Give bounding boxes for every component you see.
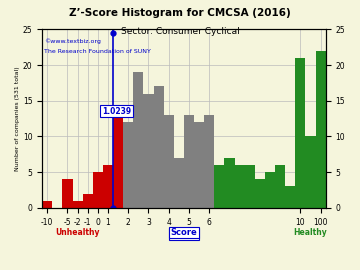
Bar [174, 158, 184, 208]
Text: Sector: Consumer Cyclical: Sector: Consumer Cyclical [121, 27, 239, 36]
Bar [153, 86, 164, 208]
Bar [255, 179, 265, 208]
Bar [285, 187, 295, 208]
Bar [234, 165, 245, 208]
Bar [164, 115, 174, 208]
Bar [265, 172, 275, 208]
Bar [133, 72, 143, 208]
Bar [83, 194, 93, 208]
X-axis label: Score: Score [171, 230, 197, 238]
Bar [194, 122, 204, 208]
Text: Healthy: Healthy [294, 228, 327, 237]
Bar [295, 58, 305, 208]
Bar [315, 51, 326, 208]
Bar [214, 165, 224, 208]
Bar [184, 115, 194, 208]
Bar [305, 136, 315, 208]
Text: Score: Score [171, 228, 197, 237]
Text: The Research Foundation of SUNY: The Research Foundation of SUNY [44, 49, 151, 54]
Bar [204, 115, 214, 208]
Bar [224, 158, 234, 208]
Bar [93, 172, 103, 208]
Bar [245, 165, 255, 208]
Bar [275, 165, 285, 208]
Text: ©www.textbiz.org: ©www.textbiz.org [44, 38, 101, 43]
Text: Unhealthy: Unhealthy [55, 228, 100, 237]
Text: Z’-Score Histogram for CMCSA (2016): Z’-Score Histogram for CMCSA (2016) [69, 8, 291, 18]
Bar [123, 122, 133, 208]
Bar [62, 179, 72, 208]
Text: 1.0239: 1.0239 [102, 107, 131, 116]
Y-axis label: Number of companies (531 total): Number of companies (531 total) [15, 66, 20, 171]
Bar [42, 201, 52, 208]
Bar [143, 94, 153, 208]
Bar [113, 108, 123, 208]
Bar [103, 165, 113, 208]
Bar [72, 201, 83, 208]
